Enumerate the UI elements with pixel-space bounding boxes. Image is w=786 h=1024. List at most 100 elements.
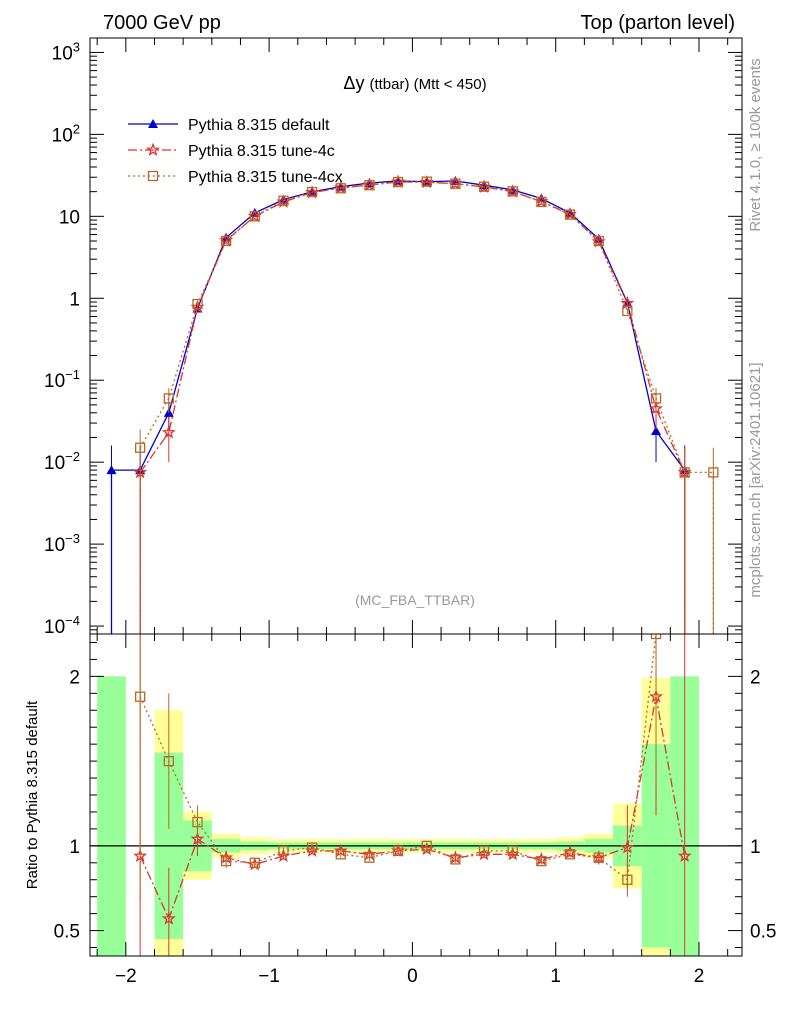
ratio-series-group [133,634,692,956]
main-y-tick-mantissa: 10 [52,43,73,64]
data-point-tune4cx [593,235,604,247]
legend-marker-default [148,119,158,128]
x-tick-label: −2 [115,966,137,987]
data-point-tune4cx [622,305,633,317]
data-point-tune4cx [708,467,719,478]
main-y-tick-mantissa: 10 [52,125,73,146]
ratio-point-tune4cx [564,849,576,860]
main-y-tick-label: 1 [69,289,80,310]
main-series-group [106,174,719,634]
ratio-point-tune4cx [622,874,633,885]
legend-label-tune4cx: Pythia 8.315 tune-4cx [188,169,343,186]
x-tick-label: 0 [407,966,418,987]
plot-title-symbol: Δy [343,73,364,93]
main-y-tick-label: 10−4 [44,613,80,638]
data-point-tune4cx [536,196,547,208]
series-line-tune4cx [139,180,714,474]
ratio-point-tune4cx [536,855,547,867]
data-point-tune4cx [650,393,662,404]
data-point-default [278,194,289,204]
data-point-tune4cx [478,181,490,192]
ratio-point-tune4cx [249,857,260,868]
data-point-tune4cx [507,186,518,197]
ratio-point-tune4cx [593,852,604,863]
ratio-point-tune4cx [135,691,146,702]
ratio-point-tune4cx [306,842,318,853]
data-point-tune4cx [564,209,576,220]
main-y-tick-mantissa: 1 [69,289,80,310]
data-point-tune4cx [421,176,432,187]
ratio-y-tick-label-right: 1 [750,837,761,858]
data-point-tune4cx [335,183,346,194]
main-plot-title: Δy (ttbar) (Mtt < 450) [343,73,486,93]
main-y-tick-exponent: −1 [65,367,80,382]
series-line-tune4c [139,181,686,473]
data-point-tune4cx [220,235,232,247]
ratio-point-tune4cx [478,845,490,857]
header-right: Top (parton level) [580,12,735,34]
data-point-tune4c [161,425,176,439]
main-y-tick-exponent: −2 [65,449,80,464]
ratio-y-tick-label-left: 2 [69,667,80,688]
data-point-tune4cx [392,176,404,188]
main-y-tick-label: 10−2 [44,449,80,474]
main-y-tick-mantissa: 10 [44,371,65,392]
analysis-label: (MC_FBA_TTBAR) [355,592,475,608]
main-y-tick-mantissa: 10 [44,535,65,556]
data-point-default [106,465,117,475]
ratio-point-tune4cx [220,855,232,867]
data-point-tune4cx [306,186,318,198]
mcplots-label: mcplots.cern.ch [arXiv:2401.10621] [747,362,764,597]
ratio-y-tick-label-left: 1 [69,837,80,858]
ratio-panel: 0.5 0.5 1 1 2 2 −2 −1 0 1 2 [54,633,776,987]
main-y-tick-label: 10 [59,207,80,228]
main-y-tick-label: 10−3 [44,531,80,556]
ratio-point-tune4cx [650,634,662,640]
main-y-tick-exponent: 2 [73,121,80,136]
x-tick-label: −1 [258,966,280,987]
data-point-default [450,175,461,185]
ratio-y-tick-label-left: 0.5 [54,922,80,943]
series-line-default [111,180,686,471]
ratio-point-tune4c [161,911,176,925]
data-point-default [651,426,662,436]
ratio-line-tune4c [139,696,686,921]
main-y-tick-exponent: −4 [65,613,80,628]
ratio-point-tune4cx [507,845,518,857]
ratio-point-tune4cx [278,845,289,857]
data-point-tune4cx [278,195,289,206]
ratio-point-tune4cx [421,840,432,851]
header-left: 7000 GeV pp [103,12,221,34]
main-y-tick-exponent: −3 [65,531,80,546]
legend-marker-tune4cx [147,170,159,182]
main-y-tick-mantissa: 10 [59,207,80,228]
ratio-point-tune4cx [163,755,174,767]
ratio-y-tick-label-right: 2 [750,667,761,688]
uncertainty-band-inner [97,676,126,956]
data-point-tune4cx [364,180,375,191]
ratio-point-tune4cx [364,852,375,863]
legend-marker-tune4c [146,142,160,156]
ratio-point-tune4cx [450,854,461,865]
ratio-point-tune4cx [335,849,346,860]
ratio-band-group [97,676,700,956]
plot-title-suffix: (ttbar) (Mtt < 450) [369,76,486,93]
ratio-point-tune4cx [192,816,203,828]
ratio-y-tick-label-right: 0.5 [750,922,776,943]
data-point-default [593,233,604,243]
data-point-tune4cx [450,178,461,189]
x-tick-label: 1 [550,966,561,987]
data-point-tune4cx [163,393,174,404]
ratio-point-tune4cx [392,845,404,857]
data-point-tune4c [620,295,635,310]
ratio-ylabel: Ratio to Pythia 8.315 default [24,700,41,889]
x-tick-label: 2 [694,966,705,987]
main-y-tick-label: 10−1 [44,367,80,392]
main-y-tick-exponent: 3 [73,39,80,54]
main-y-tick-mantissa: 10 [44,453,65,474]
ratio-point-tune4c [190,831,205,846]
data-point-tune4cx [135,442,146,453]
main-y-tick-label: 103 [52,39,80,64]
legend-label-default: Pythia 8.315 default [188,117,330,134]
